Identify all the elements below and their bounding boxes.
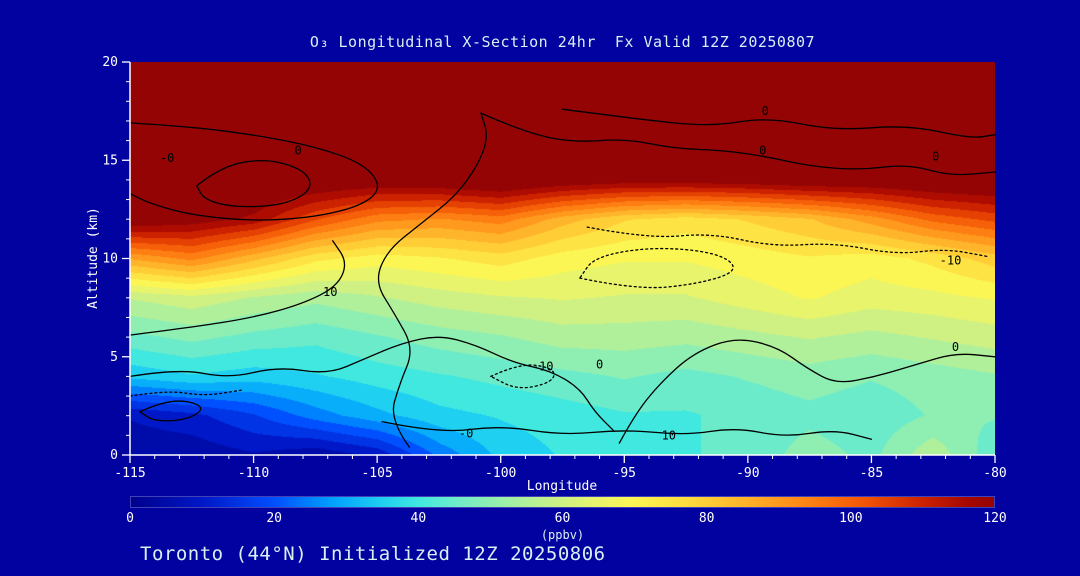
colorbar-tick-label: 80 (698, 511, 715, 526)
y-axis-label: Altitude (km) (86, 207, 101, 309)
y-tick-label: 0 (110, 448, 118, 463)
x-tick-label: -85 (860, 466, 883, 481)
x-tick-label: -95 (613, 466, 636, 481)
x-axis-label: Longitude (527, 479, 598, 494)
colorbar-gradient (131, 497, 994, 507)
x-tick-label: -105 (361, 466, 392, 481)
y-tick-label: 10 (102, 252, 118, 267)
colorbar-tick-label: 40 (410, 511, 427, 526)
colorbar-tick-label: 120 (983, 511, 1007, 526)
colorbar-tick-label: 0 (126, 511, 134, 526)
footer-annotation: Toronto (44°N) Initialized 12Z 20250806 (140, 543, 606, 565)
heatmap-canvas (130, 62, 995, 455)
y-tick-label: 15 (102, 153, 118, 168)
x-tick-label: -100 (485, 466, 516, 481)
x-tick-label: -110 (238, 466, 269, 481)
x-tick-label: -90 (736, 466, 759, 481)
x-tick-label: -115 (114, 466, 145, 481)
y-tick-label: 5 (110, 350, 118, 365)
colorbar-tick-label: 60 (554, 511, 571, 526)
y-tick-label: 20 (102, 55, 118, 70)
colorbar-units-label: (ppbv) (540, 528, 585, 542)
colorbar (130, 496, 995, 508)
colorbar-tick-label: 20 (266, 511, 282, 526)
x-tick-label: -80 (983, 466, 1006, 481)
colorbar-tick-label: 100 (839, 511, 863, 526)
chart-title: O₃ Longitudinal X-Section 24hr Fx Valid … (309, 33, 816, 51)
